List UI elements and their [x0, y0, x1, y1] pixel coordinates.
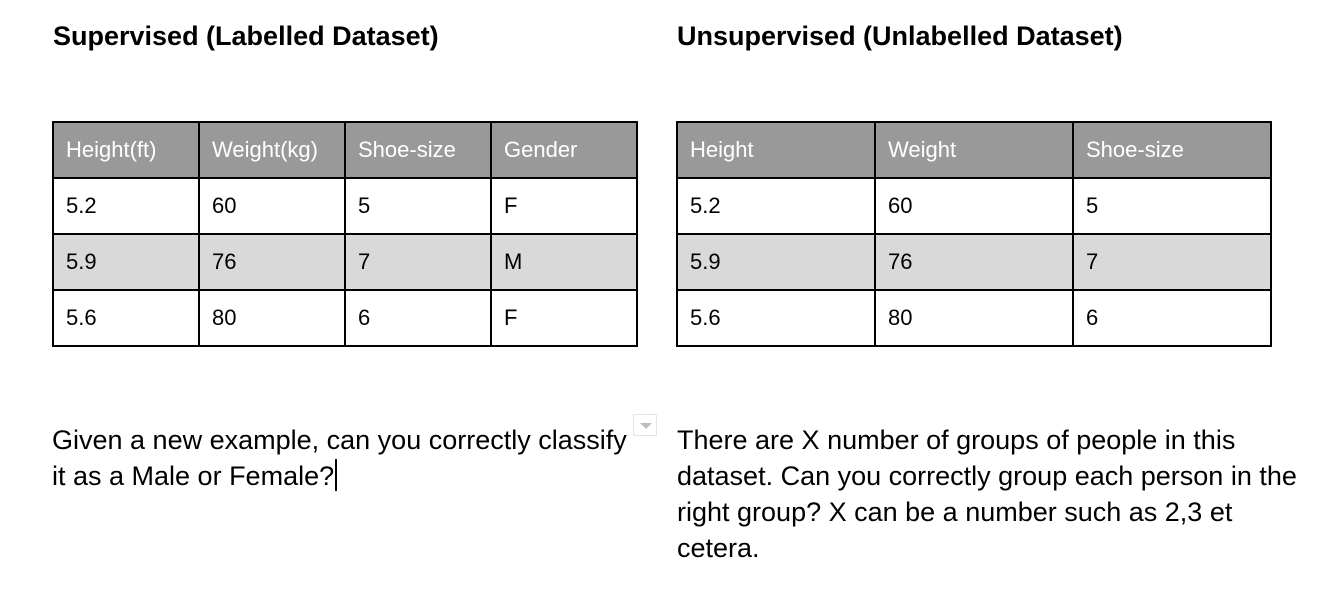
table-cell[interactable]: 60 [874, 177, 1074, 235]
table-cell[interactable]: 6 [344, 289, 492, 347]
table-row: 5.2 60 5 F [52, 177, 638, 235]
chevron-down-icon [640, 423, 652, 429]
table-cell[interactable]: 5.9 [676, 233, 876, 291]
column-header: Height [676, 121, 876, 179]
column-header: Gender [490, 121, 638, 179]
unsupervised-table: Height Weight Shoe-size 5.2 60 5 5.9 76 … [676, 121, 1272, 347]
supervised-question[interactable]: Given a new example, can you correctly c… [52, 422, 632, 494]
table-row: 5.6 80 6 F [52, 289, 638, 347]
column-header: Shoe-size [1072, 121, 1272, 179]
column-header: Weight [874, 121, 1074, 179]
text-cursor [335, 459, 338, 491]
table-cell[interactable]: 5 [1072, 177, 1272, 235]
table-row: 5.9 76 7 M [52, 233, 638, 291]
table-cell[interactable]: 5.9 [52, 233, 200, 291]
table-cell[interactable]: 7 [1072, 233, 1272, 291]
table-cell[interactable]: 76 [874, 233, 1074, 291]
table-cell[interactable]: 80 [198, 289, 346, 347]
table-row: 5.9 76 7 [676, 233, 1272, 291]
supervised-question-text: Given a new example, can you correctly c… [52, 425, 627, 491]
table-row: 5.6 80 6 [676, 289, 1272, 347]
table-cell[interactable]: 5 [344, 177, 492, 235]
column-header: Shoe-size [344, 121, 492, 179]
unsupervised-question[interactable]: There are X number of groups of people i… [677, 425, 1297, 563]
supervised-table: Height(ft) Weight(kg) Shoe-size Gender 5… [52, 121, 638, 347]
table-cell[interactable]: M [490, 233, 638, 291]
table-header-row: Height(ft) Weight(kg) Shoe-size Gender [52, 121, 638, 179]
table-cell[interactable]: 76 [198, 233, 346, 291]
column-header: Weight(kg) [198, 121, 346, 179]
table-cell[interactable]: 7 [344, 233, 492, 291]
table-cell[interactable]: 6 [1072, 289, 1272, 347]
table-cell[interactable]: 80 [874, 289, 1074, 347]
table-cell[interactable]: 5.2 [52, 177, 200, 235]
table-cell[interactable]: 5.6 [676, 289, 876, 347]
column-header: Height(ft) [52, 121, 200, 179]
table-cell[interactable]: 60 [198, 177, 346, 235]
unsupervised-title: Unsupervised (Unlabelled Dataset) [677, 21, 1123, 51]
supervised-title: Supervised (Labelled Dataset) [53, 21, 439, 51]
dropdown-toggle-button[interactable] [633, 414, 657, 436]
table-row: 5.2 60 5 [676, 177, 1272, 235]
table-cell[interactable]: 5.6 [52, 289, 200, 347]
table-cell[interactable]: F [490, 177, 638, 235]
table-cell[interactable]: F [490, 289, 638, 347]
table-cell[interactable]: 5.2 [676, 177, 876, 235]
table-header-row: Height Weight Shoe-size [676, 121, 1272, 179]
